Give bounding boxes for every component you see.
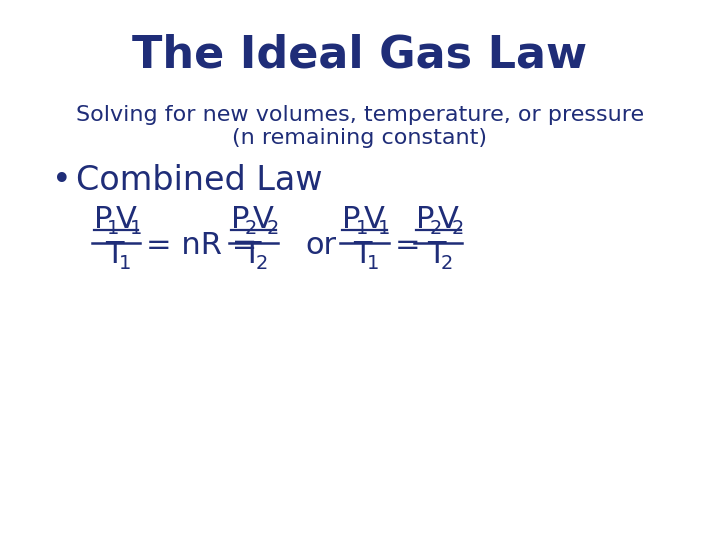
Text: 1: 1 [130, 219, 143, 238]
Text: V: V [438, 205, 459, 234]
Text: T: T [243, 240, 261, 269]
Text: •: • [53, 164, 72, 197]
Text: P: P [342, 205, 360, 234]
Text: (n remaining constant): (n remaining constant) [233, 128, 487, 148]
Text: =: = [395, 231, 420, 260]
Text: 1: 1 [356, 219, 368, 238]
Text: 1: 1 [366, 254, 379, 273]
Text: V: V [253, 205, 274, 234]
Text: Combined Law: Combined Law [76, 164, 323, 197]
Text: 1: 1 [119, 254, 131, 273]
Text: T: T [427, 240, 446, 269]
Text: P: P [94, 205, 112, 234]
Text: Solving for new volumes, temperature, or pressure: Solving for new volumes, temperature, or… [76, 105, 644, 125]
Text: or: or [305, 231, 336, 260]
Text: The Ideal Gas Law: The Ideal Gas Law [132, 33, 588, 77]
Text: 1: 1 [378, 219, 390, 238]
Text: P: P [231, 205, 249, 234]
Text: P: P [416, 205, 434, 234]
Text: V: V [364, 205, 385, 234]
Text: = nR =: = nR = [146, 231, 258, 260]
Text: 2: 2 [267, 219, 279, 238]
Text: 2: 2 [452, 219, 464, 238]
Text: 2: 2 [441, 254, 453, 273]
Text: V: V [116, 205, 137, 234]
Text: 2: 2 [429, 219, 441, 238]
Text: T: T [354, 240, 372, 269]
Text: 1: 1 [107, 219, 120, 238]
Text: 2: 2 [256, 254, 268, 273]
Text: T: T [105, 240, 124, 269]
Text: 2: 2 [244, 219, 257, 238]
